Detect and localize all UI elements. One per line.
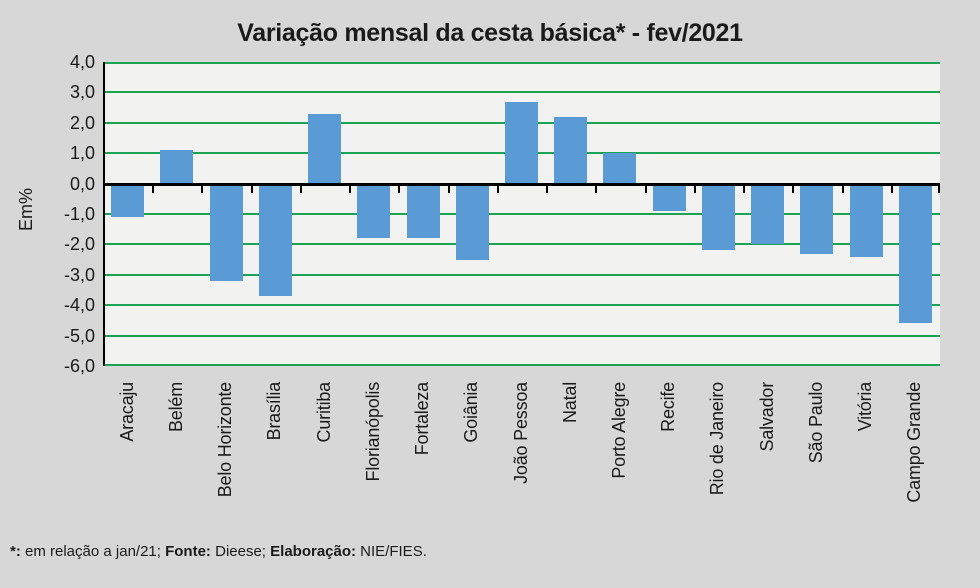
footnote-text: em relação a jan/21; (20, 543, 166, 560)
x-axis-label-sao-paulo: São Paulo (806, 382, 826, 464)
bar-belem (160, 150, 193, 183)
bar-florianopolis (357, 185, 390, 239)
x-axis-label-aracaju: Aracaju (117, 382, 137, 442)
footnote-text: NIE/FIES. (356, 543, 427, 560)
category-axis-tick (103, 185, 105, 193)
category-axis-tick (251, 185, 253, 193)
footnote-label: *: (10, 543, 21, 560)
bar-sao-paulo (800, 185, 833, 254)
category-axis-tick (546, 185, 548, 193)
category-axis-tick (300, 185, 302, 193)
bar-fortaleza (407, 185, 440, 239)
category-axis-tick (152, 185, 154, 193)
y-axis-label: -5,0 (63, 325, 95, 346)
y-axis-label: -4,0 (63, 295, 95, 316)
y-axis-label: 2,0 (69, 112, 95, 133)
bar-vitoria (850, 185, 883, 257)
category-axis-tick (792, 185, 794, 193)
bar-porto-alegre (603, 153, 636, 183)
bar-campo-grande (899, 185, 932, 324)
category-axis-tick (645, 185, 647, 193)
bar-rio-de-janeiro (702, 185, 735, 251)
x-axis-label-joao-pessoa: João Pessoa (511, 382, 531, 484)
x-axis-label-brasilia: Brasília (264, 382, 284, 441)
x-axis-label-florianopolis: Florianópolis (363, 382, 383, 482)
y-axis-label: -1,0 (63, 204, 95, 224)
footnote-text: Dieese; (210, 543, 271, 560)
y-axis-label: 3,0 (69, 82, 95, 103)
bar-belo-horizonte (210, 185, 243, 281)
x-axis-label-salvador: Salvador (757, 382, 777, 452)
gridline (103, 273, 940, 276)
x-axis-label-vitoria: Vitória (855, 382, 875, 432)
x-axis-label-belem: Belém (166, 382, 186, 433)
category-axis-tick (497, 185, 499, 193)
category-axis-tick (842, 185, 844, 193)
x-axis-label-campo-grande: Campo Grande (904, 382, 924, 503)
x-axis-label-goiania: Goiânia (461, 382, 481, 443)
category-axis-tick (398, 185, 400, 193)
chart-title: Variação mensal da cesta básica* - fev/2… (237, 19, 743, 47)
gridline (103, 304, 940, 307)
category-axis-tick (891, 185, 893, 193)
x-axis-label-rio-de-janeiro: Rio de Janeiro (707, 382, 727, 496)
gridline (103, 364, 940, 366)
x-axis-label-recife: Recife (658, 382, 678, 432)
x-axis-label-natal: Natal (560, 382, 580, 424)
category-axis-tick (694, 185, 696, 193)
gridline (103, 334, 940, 337)
gridline (103, 62, 940, 64)
bar-recife (653, 185, 686, 211)
category-axis-tick (743, 185, 745, 193)
bar-aracaju (111, 185, 144, 218)
zero-axis-line (103, 182, 940, 186)
footnote-label: Elaboração: (270, 543, 357, 560)
footnote-label: Fonte: (165, 543, 211, 560)
y-axis-line (103, 62, 105, 366)
y-axis-label: 1,0 (69, 143, 95, 164)
gridline (103, 243, 940, 246)
y-axis-label: 0,0 (69, 173, 95, 194)
bar-joao-pessoa (505, 101, 538, 183)
footnote: *: em relação a jan/21; Fonte: Dieese; E… (10, 543, 427, 560)
x-axis-label-curitiba: Curitiba (314, 382, 334, 443)
x-axis-label-fortaleza: Fortaleza (412, 382, 432, 456)
bar-salvador (751, 185, 784, 245)
plot-area (103, 62, 940, 366)
bar-brasilia (259, 185, 292, 297)
gridline (103, 213, 940, 215)
y-axis-label: -3,0 (63, 264, 95, 285)
category-axis-tick (595, 185, 597, 193)
y-axis-label: -6,0 (63, 356, 95, 376)
y-axis-label: 4,0 (69, 52, 95, 72)
category-axis-tick (349, 185, 351, 193)
x-axis-label-belo-horizonte: Belo Horizonte (215, 382, 235, 498)
x-axis-label-porto-alegre: Porto Alegre (609, 382, 629, 479)
bar-curitiba (308, 113, 341, 183)
bar-natal (554, 116, 587, 183)
y-axis-label: -2,0 (63, 234, 95, 255)
bar-goiania (456, 185, 489, 260)
category-axis-tick (448, 185, 450, 193)
category-axis-tick (201, 185, 203, 193)
category-axis-tick (938, 185, 940, 193)
gridline (103, 91, 940, 94)
